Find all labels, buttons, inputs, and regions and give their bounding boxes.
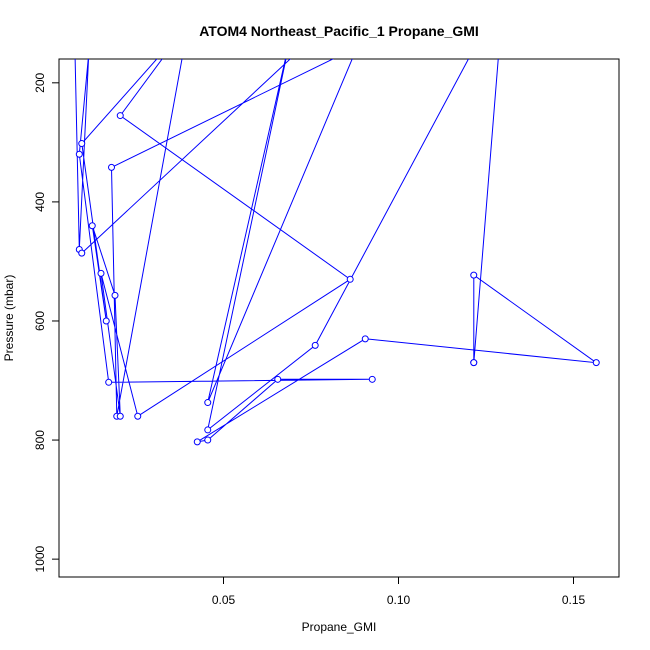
data-point-6 — [274, 375, 282, 383]
data-point-2 — [86, 50, 92, 56]
data-point-15 — [311, 341, 319, 349]
data-point-7 — [204, 436, 212, 444]
y-tick-label-2: 600 — [33, 311, 47, 331]
data-point-10 — [592, 359, 600, 367]
data-point-23 — [116, 112, 124, 120]
x-tick-label-1: 0.10 — [387, 593, 411, 607]
x-tick-label-0: 0.05 — [212, 593, 236, 607]
x-axis-label: Propane_GMI — [302, 620, 377, 634]
y-axis-label: Pressure (mbar) — [2, 275, 16, 362]
y-tick-label-4: 1000 — [33, 545, 47, 572]
data-point-30 — [102, 317, 110, 325]
data-point-31 — [78, 140, 86, 148]
chart-title: ATOM4 Northeast_Pacific_1 Propane_GMI — [199, 23, 479, 39]
data-point-29 — [88, 222, 96, 230]
data-point-34 — [78, 249, 86, 257]
y-axis: 200 400 600 800 1000 — [33, 72, 59, 572]
data-point-11 — [470, 271, 478, 279]
data-point-5 — [368, 375, 376, 383]
plot-frame — [58, 58, 620, 578]
data-point-18 — [204, 399, 212, 407]
data-point-13 — [470, 359, 478, 367]
y-tick-label-3: 800 — [33, 430, 47, 450]
series-line — [74, 59, 599, 443]
data-point-32 — [186, 20, 192, 26]
data-point-3 — [75, 150, 83, 158]
data-series — [74, 20, 600, 446]
data-point-24 — [346, 275, 354, 283]
x-axis: 0.05 0.10 0.15 — [212, 577, 586, 607]
data-point-22 — [186, 20, 192, 26]
data-point-27 — [116, 412, 124, 420]
data-point-19 — [354, 44, 360, 50]
data-point-25 — [134, 412, 142, 420]
y-tick-label-0: 200 — [33, 72, 47, 92]
data-point-8 — [193, 438, 201, 446]
y-tick-label-1: 400 — [33, 192, 47, 212]
data-point-9 — [361, 335, 369, 343]
data-point-28 — [111, 291, 119, 299]
data-point-4 — [105, 378, 113, 386]
x-tick-label-2: 0.15 — [562, 593, 586, 607]
data-point-20 — [108, 163, 115, 171]
data-point-16 — [204, 426, 212, 434]
data-point-26 — [97, 269, 105, 277]
